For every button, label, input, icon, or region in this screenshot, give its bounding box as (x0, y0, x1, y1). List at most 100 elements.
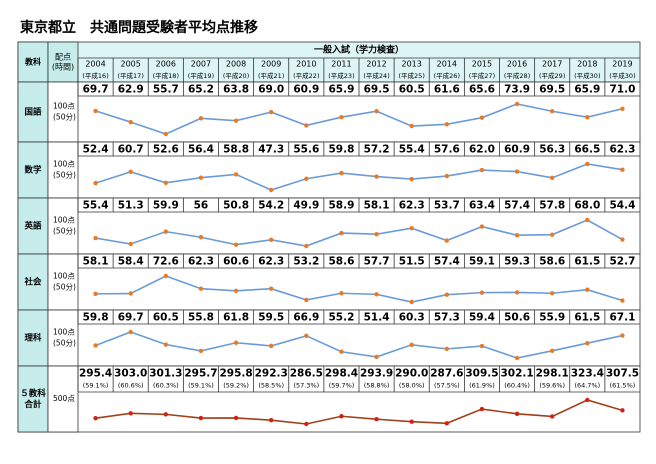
era-label: (平成22) (293, 71, 319, 80)
value-label: 52.6 (153, 144, 179, 156)
data-point (479, 406, 485, 412)
value-label: 57.4 (434, 256, 460, 268)
value-label: 54.2 (258, 200, 284, 212)
data-point (585, 397, 590, 403)
row-bg (17, 141, 641, 199)
data-point (339, 230, 344, 236)
value-label: 56.4 (188, 144, 214, 156)
data-point (514, 101, 520, 107)
trend-line (95, 103, 623, 135)
data-point (585, 340, 590, 346)
value-label: 295.8 (219, 368, 252, 380)
data-point (620, 298, 625, 303)
value-label: 53.7 (434, 200, 460, 212)
data-point (198, 235, 204, 240)
data-point (409, 123, 414, 129)
data-point (198, 116, 204, 121)
value-label: 67.1 (609, 312, 635, 324)
value-label: 51.5 (399, 256, 425, 268)
data-point (339, 349, 344, 354)
data-point (304, 243, 309, 249)
subject-cell (17, 365, 49, 433)
value-label: 58.1 (364, 200, 390, 212)
era-label: (平成20) (223, 71, 249, 80)
percent-label: (60.6%) (118, 382, 144, 390)
percent-label: (59.2%) (223, 382, 249, 390)
percent-label: (59.1%) (188, 382, 214, 390)
value-label: 55.6 (293, 144, 319, 156)
data-point (304, 333, 309, 339)
value-label: 298.1 (536, 368, 569, 380)
data-point (444, 238, 450, 243)
data-point (585, 161, 590, 167)
subject-label: 国語 (24, 107, 42, 118)
value-label: 69.5 (539, 84, 565, 96)
data-point (163, 131, 169, 137)
value-label: 55.4 (399, 144, 425, 156)
data-point (514, 290, 520, 295)
value-label: 56 (194, 200, 209, 212)
value-label: 290.0 (395, 368, 428, 380)
value-label: 303.0 (114, 368, 147, 380)
row-bg (17, 197, 641, 255)
value-label: 65.9 (574, 84, 600, 96)
era-label: (平成19) (188, 71, 214, 80)
value-label: 66.9 (293, 312, 319, 324)
value-label: 55.9 (539, 312, 565, 324)
data-point (304, 297, 309, 303)
points-cell (47, 309, 79, 367)
value-label: 63.4 (469, 200, 495, 212)
value-label: 55.4 (83, 200, 109, 212)
data-point (514, 411, 520, 417)
subject-label: 数学 (24, 165, 42, 176)
value-label: 49.9 (293, 200, 319, 212)
year-label: 2014 (437, 60, 457, 69)
value-label: 69.0 (258, 84, 284, 96)
value-label: 57.4 (504, 200, 530, 212)
header-bg (17, 41, 641, 83)
data-point (163, 229, 169, 234)
era-label: (平成26) (434, 71, 460, 80)
value-label: 59.3 (504, 256, 530, 268)
data-point (163, 180, 169, 186)
value-label: 295.4 (79, 368, 112, 380)
year-label: 2004 (85, 60, 105, 69)
value-label: 293.9 (360, 368, 393, 380)
era-label: (平成21) (258, 71, 284, 80)
data-point (339, 114, 344, 120)
data-point (585, 114, 590, 120)
data-point (479, 224, 485, 229)
value-label: 58.8 (223, 144, 249, 156)
value-label: 62.3 (399, 200, 425, 212)
data-point (268, 109, 274, 115)
data-point (479, 167, 485, 173)
data-point (620, 167, 625, 172)
year-label: 2009 (261, 60, 281, 69)
era-label: (平成29) (539, 71, 565, 80)
value-label: 73.9 (504, 84, 530, 96)
data-point (514, 233, 520, 238)
percent-label: (64.7%) (574, 382, 600, 390)
data-point (549, 414, 555, 419)
value-label: 59.4 (469, 312, 495, 324)
value-label: 292.3 (255, 368, 288, 380)
value-label: 55.8 (188, 312, 214, 324)
value-label: 60.3 (399, 312, 425, 324)
value-label: 62.3 (188, 256, 214, 268)
data-point (163, 273, 169, 279)
value-label: 307.5 (606, 368, 639, 380)
data-point (374, 292, 379, 297)
value-label: 65.9 (328, 84, 354, 96)
data-point (198, 415, 204, 421)
subject-label: 理科 (24, 333, 42, 344)
value-label: 55.2 (328, 312, 354, 324)
era-label: (平成30) (609, 71, 635, 80)
data-point (444, 173, 450, 179)
value-label: 58.1 (83, 256, 109, 268)
data-point (339, 170, 344, 176)
value-label: 57.7 (364, 256, 390, 268)
year-label: 2006 (156, 60, 176, 69)
era-label: (平成28) (504, 71, 530, 80)
points-header-label: 配点 (55, 53, 71, 62)
value-label: 56.3 (539, 144, 565, 156)
